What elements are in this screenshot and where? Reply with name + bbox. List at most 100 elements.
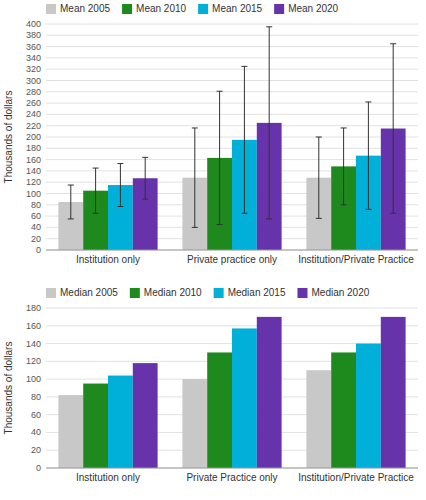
error-bar	[316, 137, 322, 218]
x-tick-label: Private practice only	[172, 254, 292, 266]
grid-line	[46, 308, 418, 309]
y-tick-label: 80	[31, 392, 41, 402]
grid-line	[46, 137, 418, 138]
legend-swatch	[214, 288, 224, 298]
y-tick-label: 20	[31, 234, 41, 244]
error-bar	[217, 91, 223, 224]
grid-line	[46, 114, 418, 115]
legend-swatch	[46, 288, 56, 298]
y-tick-label: 300	[26, 76, 41, 86]
legend-label: Median 2020	[311, 287, 369, 298]
legend: Mean 2005 Mean 2010 Mean 2015 Mean 2020	[46, 3, 339, 14]
error-bar	[341, 128, 347, 205]
bar	[133, 363, 158, 468]
x-tick-label: Institution only	[48, 254, 168, 266]
legend: Median 2005 Median 2010 Median 2015 Median …	[46, 287, 370, 298]
chart-0: 0204060801001201401601802002202402602803…	[3, 3, 418, 255]
plot-area	[58, 317, 405, 468]
bar	[257, 317, 282, 468]
bar	[356, 344, 381, 468]
y-tick-label: 80	[31, 200, 41, 210]
y-tick-label: 100	[26, 374, 41, 384]
grid-line	[46, 325, 418, 326]
y-tick-label: 140	[26, 166, 41, 176]
error-bar	[365, 102, 371, 209]
legend-label: Median 2005	[60, 287, 118, 298]
y-tick-label: 60	[31, 410, 41, 420]
legend-label: Mean 2015	[212, 3, 262, 14]
error-bar	[68, 185, 74, 219]
y-tick-label: 180	[26, 303, 41, 313]
grid-line	[46, 80, 418, 81]
y-axis-label: Thousands of dollars	[3, 91, 14, 184]
y-tick-label: 0	[36, 463, 41, 473]
bar	[83, 384, 108, 468]
grid-line	[46, 35, 418, 36]
y-tick-label: 140	[26, 339, 41, 349]
chart-container: 0204060801001201401601802002202402602803…	[0, 0, 426, 500]
error-bar	[117, 164, 123, 207]
y-tick-label: 160	[26, 155, 41, 165]
error-bar	[241, 66, 247, 213]
legend-label: Median 2015	[228, 287, 286, 298]
bar	[331, 352, 356, 468]
x-axis-line	[46, 468, 418, 469]
y-tick-label: 60	[31, 211, 41, 221]
legend-swatch	[297, 288, 307, 298]
y-tick-label: 340	[26, 53, 41, 63]
legend-swatch	[46, 4, 56, 14]
chart-1: 0 20 40 60 80 100 120 140 160 180 Thousands of dol…	[3, 287, 418, 473]
y-tick-label: 320	[26, 64, 41, 74]
y-tick-label: 100	[26, 189, 41, 199]
error-bar	[266, 27, 272, 219]
x-axis-line	[46, 250, 418, 251]
error-bar	[192, 128, 198, 227]
y-tick-label: 280	[26, 87, 41, 97]
grid-line	[46, 468, 418, 469]
y-tick-label: 400	[26, 19, 41, 29]
y-tick-label: 120	[26, 356, 41, 366]
legend-swatch	[130, 288, 140, 298]
grid-line	[46, 24, 418, 25]
y-tick-label: 220	[26, 121, 41, 131]
x-tick-label: Institution only	[48, 472, 168, 484]
grid-line	[46, 57, 418, 58]
grid-line	[46, 125, 418, 126]
legend-label: Median 2010	[144, 287, 202, 298]
bar	[306, 370, 331, 468]
bar	[108, 376, 133, 468]
grid-line	[46, 103, 418, 104]
bar	[381, 317, 406, 468]
grid-line	[46, 91, 418, 92]
error-bar	[93, 168, 99, 213]
y-tick-label: 120	[26, 177, 41, 187]
y-tick-label: 240	[26, 109, 41, 119]
x-tick-label: Private Practice only	[172, 472, 292, 484]
x-tick-label: Institution/Private Practice	[296, 254, 416, 266]
legend-swatch	[198, 4, 208, 14]
y-tick-label: 200	[26, 132, 41, 142]
bar	[58, 395, 83, 468]
legend-label: Mean 2020	[288, 3, 338, 14]
y-axis-label: Thousands of dollars	[3, 342, 14, 435]
y-tick-label: 40	[31, 222, 41, 232]
bar	[207, 352, 232, 468]
plot-area	[58, 27, 405, 250]
y-tick-label: 380	[26, 30, 41, 40]
y-tick-label: 20	[31, 445, 41, 455]
y-tick-label: 360	[26, 42, 41, 52]
x-tick-label: Institution/Private Practice	[296, 472, 416, 484]
chart-svg: 0204060801001201401601802002202402602803…	[0, 0, 426, 500]
y-tick-label: 40	[31, 427, 41, 437]
error-bar	[390, 44, 396, 214]
bar	[182, 379, 207, 468]
legend-label: Mean 2005	[60, 3, 110, 14]
y-tick-label: 180	[26, 143, 41, 153]
grid-line	[46, 69, 418, 70]
bar	[232, 328, 257, 468]
grid-line	[46, 250, 418, 251]
y-tick-label: 160	[26, 321, 41, 331]
y-tick-label: 260	[26, 98, 41, 108]
legend-label: Mean 2010	[136, 3, 186, 14]
grid-line	[46, 46, 418, 47]
